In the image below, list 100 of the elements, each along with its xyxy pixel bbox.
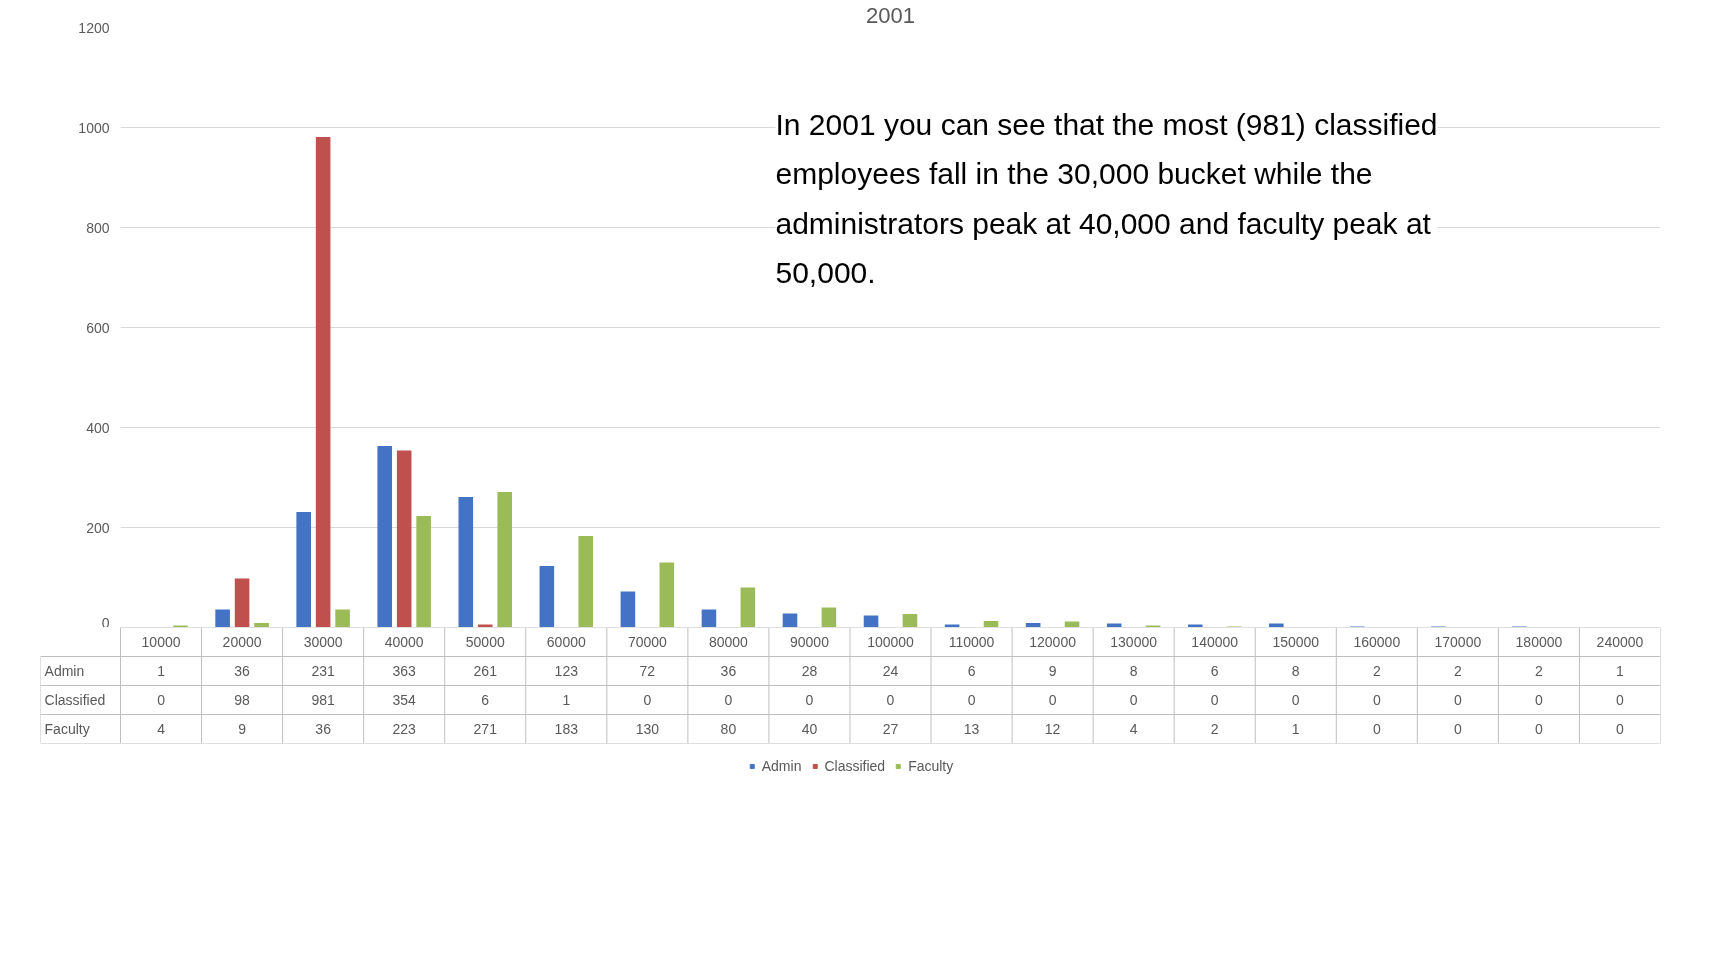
data-label: 0 xyxy=(1616,692,1625,708)
x-tick-label: 120000 xyxy=(1029,634,1077,650)
data-label: 0 xyxy=(1372,721,1381,737)
x-tick-label: 140000 xyxy=(1191,634,1239,650)
x-tick-label: 20000 xyxy=(222,634,262,650)
bar xyxy=(740,587,756,627)
data-label: 223 xyxy=(392,721,417,737)
data-label: 0 xyxy=(1453,721,1462,737)
data-label: 0 xyxy=(643,692,652,708)
bar xyxy=(620,591,636,627)
text: Classified xyxy=(44,692,106,708)
data-label: 12 xyxy=(1044,721,1061,737)
data-label: 231 xyxy=(311,663,336,679)
bar xyxy=(234,578,250,627)
x-tick-label: 80000 xyxy=(708,634,749,650)
data-label: 0 xyxy=(1291,692,1300,708)
bar xyxy=(821,607,837,627)
data-label: 4 xyxy=(157,721,166,737)
bar xyxy=(782,613,798,627)
data-label: 1 xyxy=(157,663,166,679)
text: Faculty xyxy=(44,721,90,737)
text: Admin xyxy=(44,663,85,679)
bar xyxy=(254,623,269,627)
bar xyxy=(377,446,393,627)
data-label: 9 xyxy=(1048,663,1057,679)
data-label: 36 xyxy=(234,663,251,679)
bar xyxy=(335,609,350,627)
chart-title: 2001 xyxy=(866,2,915,28)
x-tick-label: 70000 xyxy=(627,634,668,650)
data-label: 1 xyxy=(1291,721,1300,737)
data-label: 6 xyxy=(481,692,490,708)
data-label: 0 xyxy=(1616,721,1625,737)
x-tick-label: 30000 xyxy=(303,634,343,650)
data-label: 2 xyxy=(1372,663,1381,679)
bar xyxy=(315,137,331,627)
data-label: 6 xyxy=(967,663,976,679)
x-tick-label: 90000 xyxy=(789,634,830,650)
data-label: 2 xyxy=(1453,663,1462,679)
data-label: 354 xyxy=(392,692,417,708)
data-label: 2 xyxy=(1535,663,1544,679)
data-label: 6 xyxy=(1210,663,1219,679)
data-label: 271 xyxy=(473,721,498,737)
bar xyxy=(458,497,474,627)
y-tick-label: 200 xyxy=(86,519,110,536)
x-tick-label: 110000 xyxy=(948,634,995,650)
y-tick-label: 0 xyxy=(101,614,110,631)
data-label: 0 xyxy=(886,692,895,708)
y-tick-label: 600 xyxy=(86,319,110,336)
bar xyxy=(296,512,311,627)
data-label: 36 xyxy=(720,663,737,679)
data-label: 27 xyxy=(882,721,899,737)
bar xyxy=(416,516,431,627)
bar xyxy=(1025,623,1041,627)
y-tick-label: 400 xyxy=(86,419,110,436)
bar xyxy=(659,562,675,627)
data-label: 123 xyxy=(554,663,579,679)
data-label: 0 xyxy=(157,692,166,708)
x-tick-label: 130000 xyxy=(1110,634,1158,650)
legend-label: Admin xyxy=(761,758,802,774)
x-tick-label: 100000 xyxy=(867,634,915,650)
data-label: 0 xyxy=(1535,721,1544,737)
data-label: 0 xyxy=(1210,692,1219,708)
data-label: 98 xyxy=(234,692,251,708)
data-label: 24 xyxy=(882,663,899,679)
data-label: 8 xyxy=(1291,663,1300,679)
data-label: 28 xyxy=(801,663,818,679)
x-tick-label: 50000 xyxy=(465,634,505,650)
data-label: 9 xyxy=(238,721,247,737)
data-label: 72 xyxy=(639,663,656,679)
bar xyxy=(701,609,717,627)
data-label: 0 xyxy=(967,692,976,708)
data-label: 0 xyxy=(1048,692,1057,708)
bar xyxy=(863,615,879,627)
data-label: 0 xyxy=(724,692,733,708)
data-label: 80 xyxy=(720,721,737,737)
data-label: 0 xyxy=(1453,692,1462,708)
data-label: 130 xyxy=(635,721,660,737)
bar xyxy=(396,450,412,627)
x-tick-label: 150000 xyxy=(1272,634,1320,650)
bar xyxy=(497,492,512,627)
x-tick-label: 180000 xyxy=(1515,634,1563,650)
data-label: 183 xyxy=(554,721,579,737)
bar xyxy=(902,614,918,627)
data-label: 4 xyxy=(1129,721,1138,737)
data-label: 981 xyxy=(311,692,336,708)
data-label: 0 xyxy=(1372,692,1381,708)
data-label: 261 xyxy=(473,663,498,679)
y-tick-label: 1000 xyxy=(78,119,110,136)
x-tick-label: 40000 xyxy=(384,634,424,650)
x-tick-label: 60000 xyxy=(546,634,586,650)
y-tick-label: 1200 xyxy=(78,19,110,36)
data-label: 36 xyxy=(315,721,332,737)
bar xyxy=(578,536,594,627)
data-label: 1 xyxy=(1616,663,1625,679)
data-label: 40 xyxy=(801,721,818,737)
data-label: 8 xyxy=(1129,663,1138,679)
x-tick-label: 10000 xyxy=(141,634,181,650)
bar xyxy=(539,566,555,627)
data-label: 0 xyxy=(805,692,814,708)
bar xyxy=(215,609,230,627)
